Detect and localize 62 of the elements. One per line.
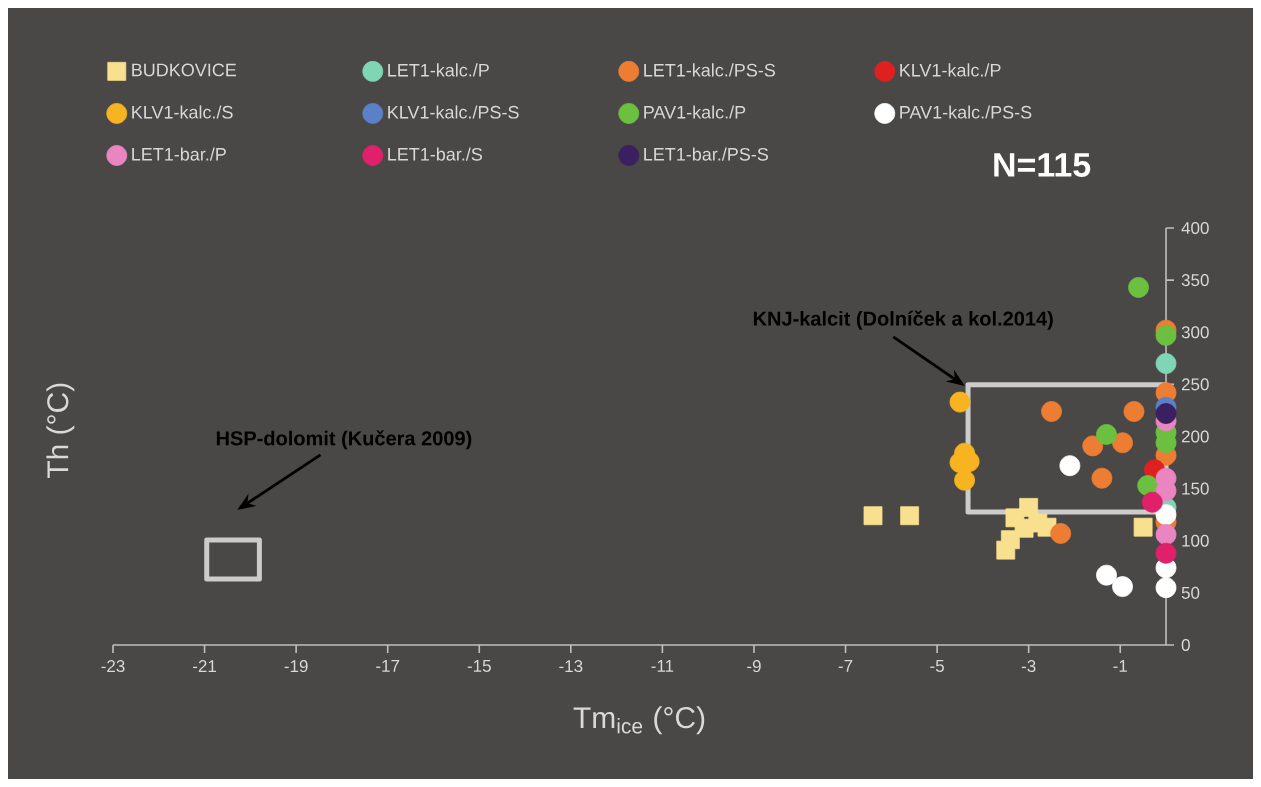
annotation: HSP-dolomit (Kučera 2009) (216, 430, 472, 450)
legend-label: KLV1-kalc./PS-S (388, 105, 519, 119)
point (1123, 401, 1145, 422)
point (1091, 467, 1113, 489)
x-tick-label: -19 (284, 660, 308, 673)
x-tick-label: -1 (1113, 660, 1127, 672)
y-tick-label: 200 (1181, 430, 1209, 443)
x-tick-label: -11 (651, 660, 674, 672)
point (1155, 403, 1177, 424)
y-tick-label: 0 (1181, 638, 1190, 652)
x-tick-label: -21 (193, 660, 217, 672)
legend-label: LET1-kalc./PS-S (644, 63, 775, 77)
point (1059, 455, 1081, 477)
legend-label: LET1-bar./S (388, 147, 483, 161)
x-axis-title: Tm$_{ice}$ (°C) (573, 706, 705, 735)
text: N=115 (994, 153, 1091, 177)
point (1155, 542, 1177, 564)
x-tick-label: -13 (559, 660, 583, 673)
point (1133, 517, 1153, 537)
point (900, 506, 920, 526)
point (954, 469, 975, 491)
y-tick-label: 350 (1181, 274, 1209, 287)
point (1112, 576, 1133, 598)
x-tick-label: -3 (1021, 660, 1036, 673)
legend-label: PAV1-kalc./P (644, 105, 746, 119)
point (949, 391, 971, 413)
point (1096, 424, 1117, 445)
point (1041, 401, 1062, 422)
point (1000, 530, 1020, 550)
x-tick-label: -5 (930, 660, 944, 672)
x-tick-label: -17 (376, 660, 400, 672)
legend-label: LET1-bar./PS-S (644, 147, 769, 161)
legend-label: PAV1-kalc./PS-S (900, 105, 1032, 119)
y-tick-label: 250 (1181, 378, 1209, 391)
y-tick-label: 50 (1181, 586, 1200, 599)
y-tick-label: 300 (1181, 326, 1209, 339)
y-tick-label: 150 (1182, 482, 1209, 495)
point (1112, 432, 1133, 454)
y-axis-title: Th (°C) (46, 383, 75, 479)
point (1155, 577, 1177, 599)
x-tick-label: -15 (467, 660, 491, 672)
y-tick-label: 400 (1181, 222, 1209, 235)
point (1128, 277, 1149, 298)
point (1082, 435, 1104, 457)
point (1155, 524, 1177, 545)
point (1096, 564, 1117, 586)
x-tick-label: -7 (838, 660, 853, 672)
legend-label: BUDKOVICE (132, 63, 237, 77)
x-tick-label: -23 (101, 660, 125, 673)
point (863, 506, 883, 526)
legend-label: KLV1-kalc./S (132, 105, 233, 119)
point (1141, 491, 1163, 513)
legend-label: KLV1-kalc./P (900, 63, 1001, 77)
point (1155, 324, 1177, 346)
point (1155, 504, 1177, 526)
legend-label: LET1-kalc./P (388, 63, 489, 77)
point (1155, 353, 1177, 374)
point (1050, 523, 1072, 544)
legend-label: LET1-bar./P (132, 147, 226, 161)
y-tick-label: 100 (1182, 534, 1209, 547)
x-tick-label: -9 (747, 660, 761, 673)
annotation: KNJ-kalcit (Dolníček a kol.2014) (753, 310, 1053, 330)
